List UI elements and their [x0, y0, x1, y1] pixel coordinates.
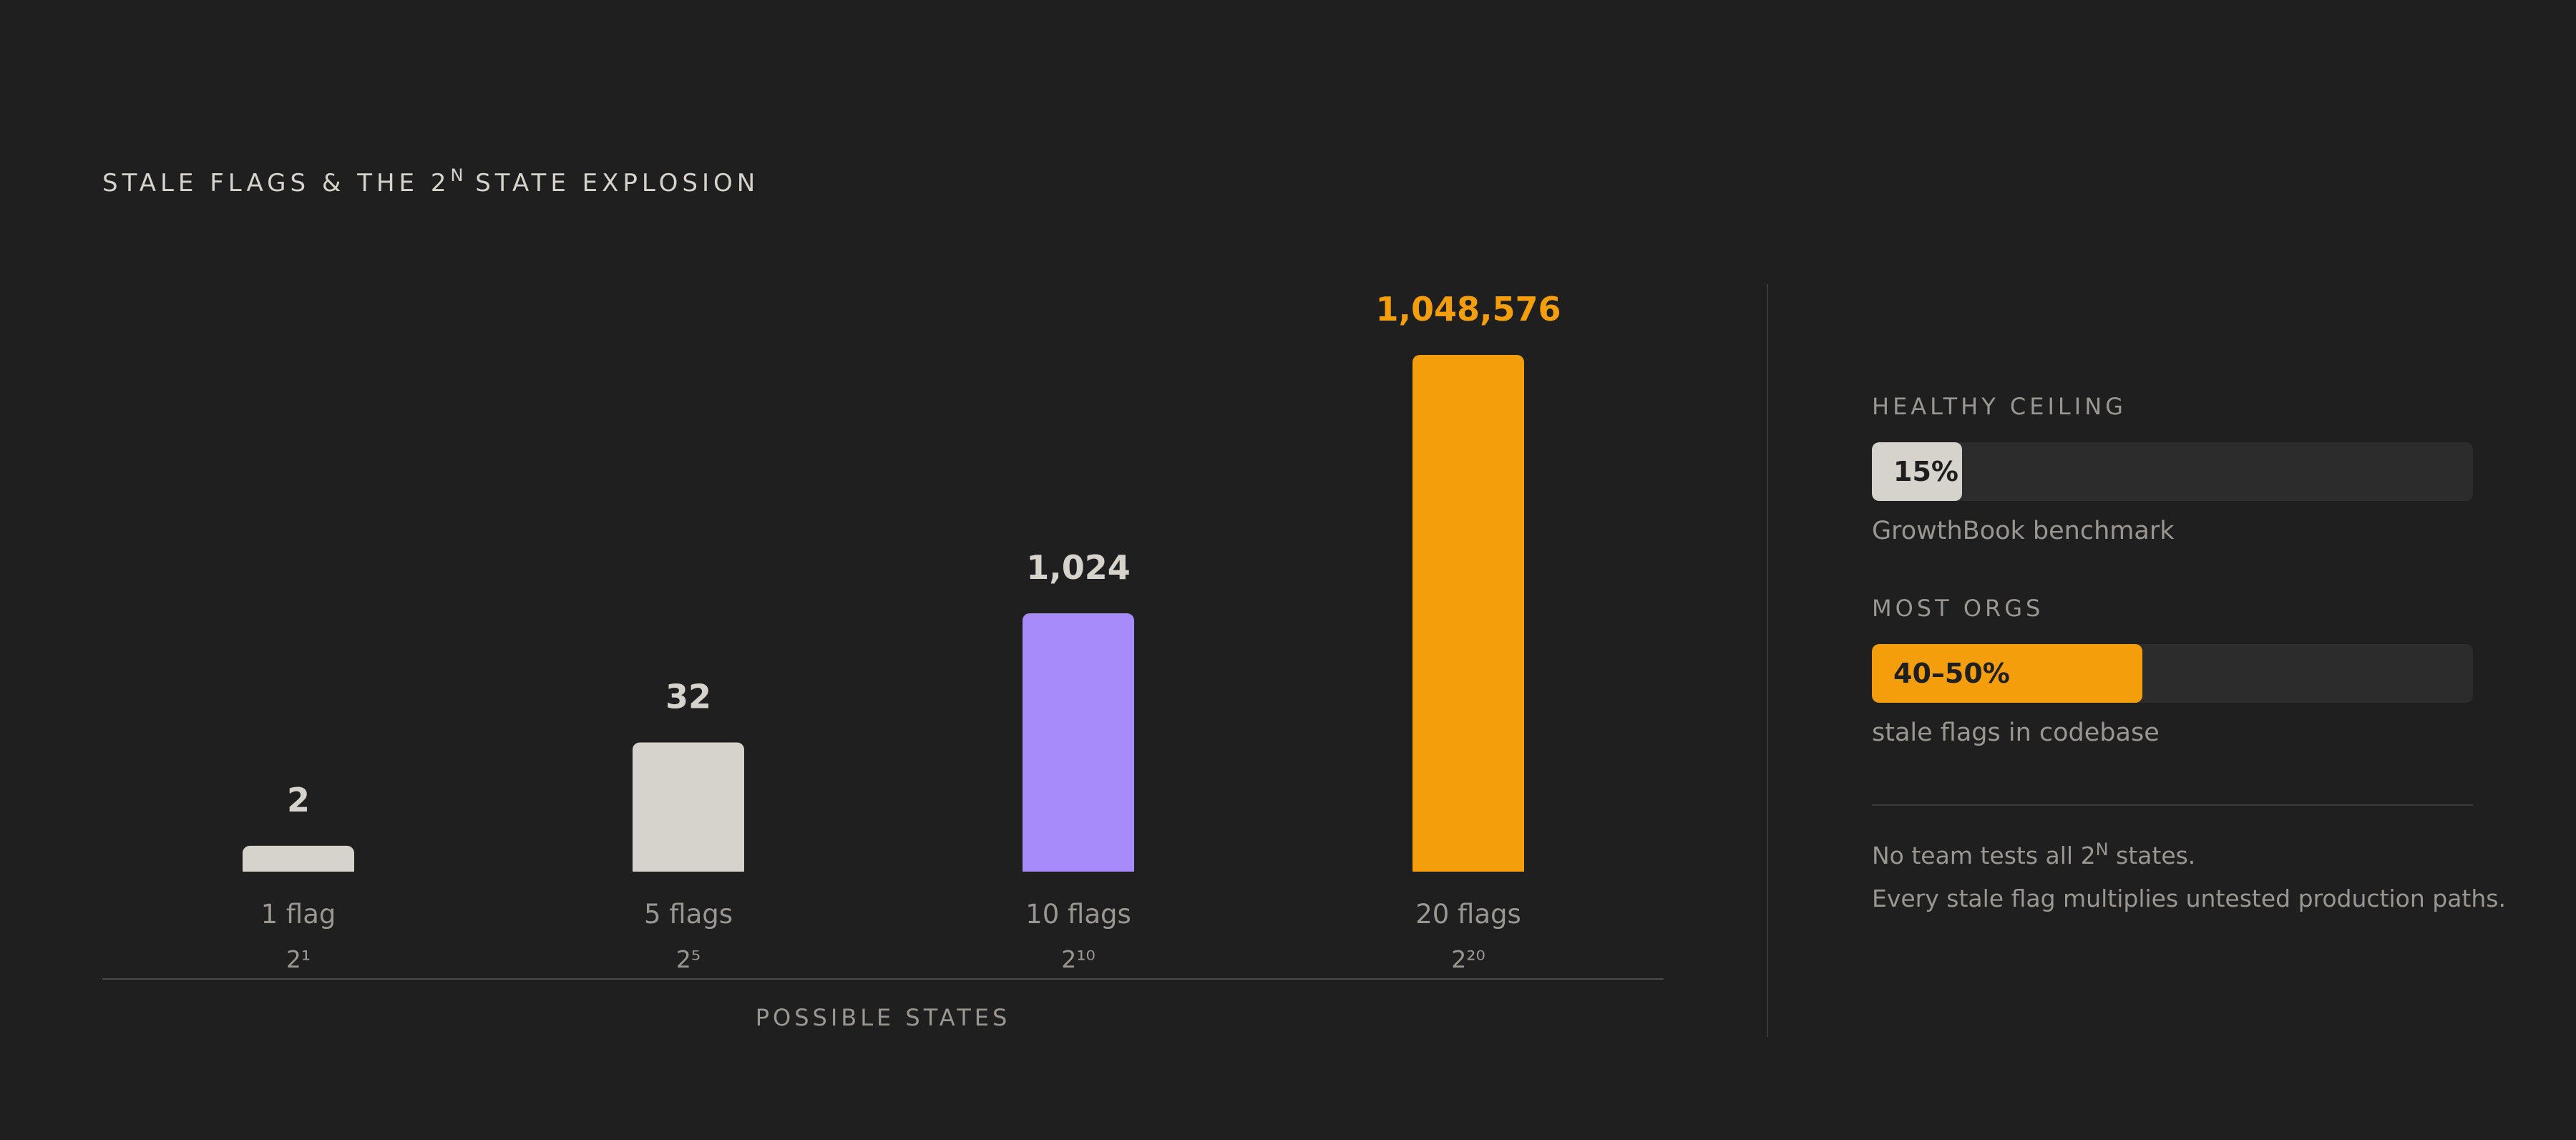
footer-line-1-suffix: states.: [2108, 842, 2196, 869]
footer-line-1-prefix: No team tests all 2: [1872, 842, 2096, 869]
healthy-ceiling-title: HEALTHY CEILING: [1872, 393, 2127, 420]
exponent-label-2: 2⁵: [676, 945, 701, 973]
title-suffix: STATE EXPLOSION: [463, 169, 760, 198]
bar-value-label-3: 1,024: [1026, 548, 1131, 587]
horizontal-divider: [1872, 804, 2473, 806]
most-orgs-note: stale flags in codebase: [1872, 718, 2160, 747]
bar-3: [1023, 613, 1134, 872]
category-label-2: 5 flags: [644, 899, 733, 930]
footer-line-1-superscript: N: [2095, 839, 2109, 859]
exponent-label-1: 2¹: [286, 945, 311, 973]
bar-2: [633, 742, 744, 872]
footer-text: No team tests all 2N states. Every stale…: [1872, 834, 2506, 920]
bar-chart: 2 1 flag 2¹ 32 5 flags 2⁵ 1,024 10 flags 2¹⁰ 1,04…: [102, 290, 1664, 1031]
vertical-divider: [1767, 284, 1768, 1037]
bar-1: [243, 845, 354, 872]
title-superscript: N: [450, 165, 464, 185]
category-label-3: 10 flags: [1025, 899, 1131, 930]
exponent-label-3: 2¹⁰: [1061, 945, 1095, 973]
footer-line-1: No team tests all 2N states.: [1872, 834, 2473, 877]
title-prefix: STALE FLAGS & THE 2: [102, 169, 451, 198]
healthy-ceiling-value: 15%: [1893, 456, 1958, 487]
side-panel: HEALTHY CEILING 15% GrowthBook benchmark…: [1872, 386, 2506, 920]
healthy-ceiling-track: 15%: [1872, 442, 2473, 501]
most-orgs-title: MOST ORGS: [1872, 595, 2044, 622]
bar-4: [1413, 355, 1524, 872]
bar-value-label-4: 1,048,576: [1376, 290, 1561, 328]
bar-value-label-1: 2: [287, 781, 310, 819]
most-orgs-value: 40–50%: [1893, 658, 2010, 689]
category-label-4: 20 flags: [1415, 899, 1521, 930]
exponent-label-4: 2²⁰: [1451, 945, 1485, 973]
healthy-ceiling-note: GrowthBook benchmark: [1872, 517, 2175, 545]
bars-group: 2 1 flag 2¹ 32 5 flags 2⁵ 1,024 10 flags 2¹⁰ 1,04…: [243, 290, 1561, 973]
healthy-ceiling-fill: 15%: [1872, 442, 1962, 501]
bar-value-label-2: 32: [665, 678, 711, 716]
most-orgs-track: 40–50%: [1872, 644, 2473, 703]
most-orgs-fill: 40–50%: [1872, 644, 2142, 703]
category-label-1: 1 flag: [261, 899, 336, 930]
chart-title: STALE FLAGS & THE 2N STATE EXPLOSION: [102, 167, 760, 198]
x-axis-title: POSSIBLE STATES: [756, 1004, 1011, 1031]
healthy-ceiling-stat: HEALTHY CEILING 15% GrowthBook benchmark: [1872, 386, 2473, 545]
most-orgs-stat: MOST ORGS 40–50% stale flags in codebase: [1872, 588, 2473, 747]
footer-line-2: Every stale flag multiplies untested pro…: [1872, 885, 2506, 912]
